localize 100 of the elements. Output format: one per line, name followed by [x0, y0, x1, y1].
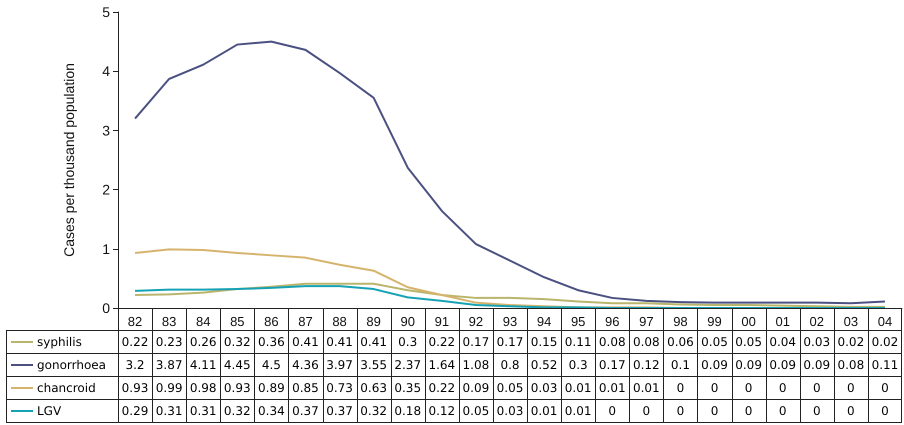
x-tick-label: 00	[741, 314, 756, 329]
x-tick-label: 87	[298, 314, 313, 329]
data-label: 0	[846, 402, 856, 420]
x-tick-label: 89	[366, 314, 381, 329]
data-label: 0.18	[393, 402, 422, 420]
data-label: 0.31	[188, 402, 218, 420]
data-label: 3.55	[359, 356, 388, 374]
data-label: 0.41	[325, 334, 354, 350]
x-tick-label: 04	[878, 314, 892, 329]
data-label: 0	[880, 402, 890, 420]
data-label: 0.26	[188, 334, 218, 350]
data-label: 0.99	[154, 380, 184, 396]
data-label: 4.11	[188, 356, 218, 374]
data-label: 0.11	[870, 356, 900, 374]
data-label: 0	[607, 402, 618, 420]
data-label: 0.09	[700, 356, 729, 374]
x-tick-label: 02	[810, 314, 824, 329]
data-label: 0.41	[291, 334, 320, 350]
data-label: 0.08	[836, 356, 866, 374]
data-label: 0	[676, 402, 686, 420]
data-label: 0	[778, 380, 788, 396]
y-tick-label: 1	[102, 240, 110, 257]
data-label: 0.09	[802, 356, 832, 374]
x-tick-label: 95	[570, 314, 586, 329]
data-label: 0.31	[154, 402, 184, 420]
data-label: 0.52	[530, 356, 558, 374]
data-label: 0.17	[598, 356, 627, 374]
legend-label: chancroid	[37, 381, 96, 395]
data-label: 0.12	[427, 402, 456, 420]
x-tick-label: 82	[128, 314, 142, 329]
data-label: 0.17	[462, 334, 490, 350]
data-label: 0.15	[530, 334, 558, 350]
data-label: 0.01	[632, 380, 661, 396]
data-label: 0.1	[670, 356, 691, 374]
x-tick-label: 01	[775, 314, 790, 329]
data-label: 0.02	[836, 334, 866, 350]
data-label: 0.3	[568, 356, 589, 374]
data-label: 0	[744, 380, 754, 396]
data-label: 0.89	[257, 380, 286, 396]
y-tick-label: 0	[102, 300, 110, 316]
data-label: 0	[880, 380, 890, 396]
data-label: 0.01	[598, 380, 627, 396]
y-tick-label: 3	[102, 122, 110, 138]
x-tick-label: 97	[639, 314, 654, 329]
data-label: 4.36	[291, 356, 320, 374]
data-label: 2.37	[393, 356, 422, 374]
data-label: 0.03	[496, 402, 524, 420]
data-label: 3.97	[325, 356, 354, 374]
data-label: 0	[744, 402, 754, 420]
legend-label: gonorrhoea	[37, 358, 106, 372]
data-label: 0.01	[564, 380, 593, 396]
y-tick-label: 5	[102, 4, 110, 20]
data-label: 0.01	[530, 402, 558, 420]
data-label: 0.09	[734, 356, 763, 374]
x-tick-label: 85	[230, 314, 245, 329]
data-label: 0.3	[397, 334, 418, 350]
data-label: 0.05	[496, 380, 524, 396]
data-label: 0.01	[564, 402, 593, 420]
x-tick-label: 98	[673, 314, 688, 329]
data-label: 0.34	[257, 402, 286, 420]
x-tick-label: 93	[502, 314, 518, 329]
data-label: 0	[846, 380, 856, 396]
y-tick-label: 4	[102, 63, 110, 80]
data-label: 0.17	[496, 334, 524, 350]
data-label: 0.03	[530, 380, 558, 396]
x-tick-label: 84	[196, 314, 210, 329]
data-label: 4.5	[260, 356, 282, 374]
line-series	[134, 40, 886, 304]
x-tick-label: 94	[536, 314, 552, 329]
y-tick-label: 2	[102, 182, 110, 198]
data-label: 0	[812, 380, 822, 396]
data-label: 0.93	[120, 380, 150, 396]
data-label: 0.36	[257, 334, 286, 350]
data-label: 4.45	[222, 356, 252, 374]
x-tick-label: 03	[844, 314, 858, 329]
data-label: 0	[710, 402, 720, 420]
x-tick-label: 90	[400, 314, 415, 329]
data-label: 0	[812, 402, 822, 420]
data-label: 0.03	[802, 334, 832, 350]
data-label: 0.09	[768, 356, 798, 374]
data-label: 0	[710, 380, 720, 396]
data-label: 0.05	[462, 402, 490, 420]
data-label: 0.73	[325, 380, 354, 396]
data-label: 0.93	[222, 380, 252, 396]
data-label: 0.12	[632, 356, 661, 374]
data-label: 0	[642, 402, 652, 420]
data-label: 0	[676, 380, 686, 396]
x-tick-label: 96	[605, 314, 620, 329]
data-label: 0.23	[154, 334, 184, 350]
data-label: 0.35	[393, 380, 422, 396]
data-label: 0.63	[359, 380, 388, 396]
data-label: 0.41	[359, 334, 388, 350]
data-label: 3.2	[124, 356, 146, 374]
legend-label: LGV	[37, 404, 62, 418]
x-tick-label: 99	[707, 314, 722, 329]
x-tick-label: 91	[434, 314, 450, 329]
data-label: 0.08	[632, 334, 661, 350]
data-label: 0.22	[427, 334, 456, 350]
data-label: 0.8	[499, 356, 521, 374]
data-label: 0.05	[700, 334, 729, 350]
